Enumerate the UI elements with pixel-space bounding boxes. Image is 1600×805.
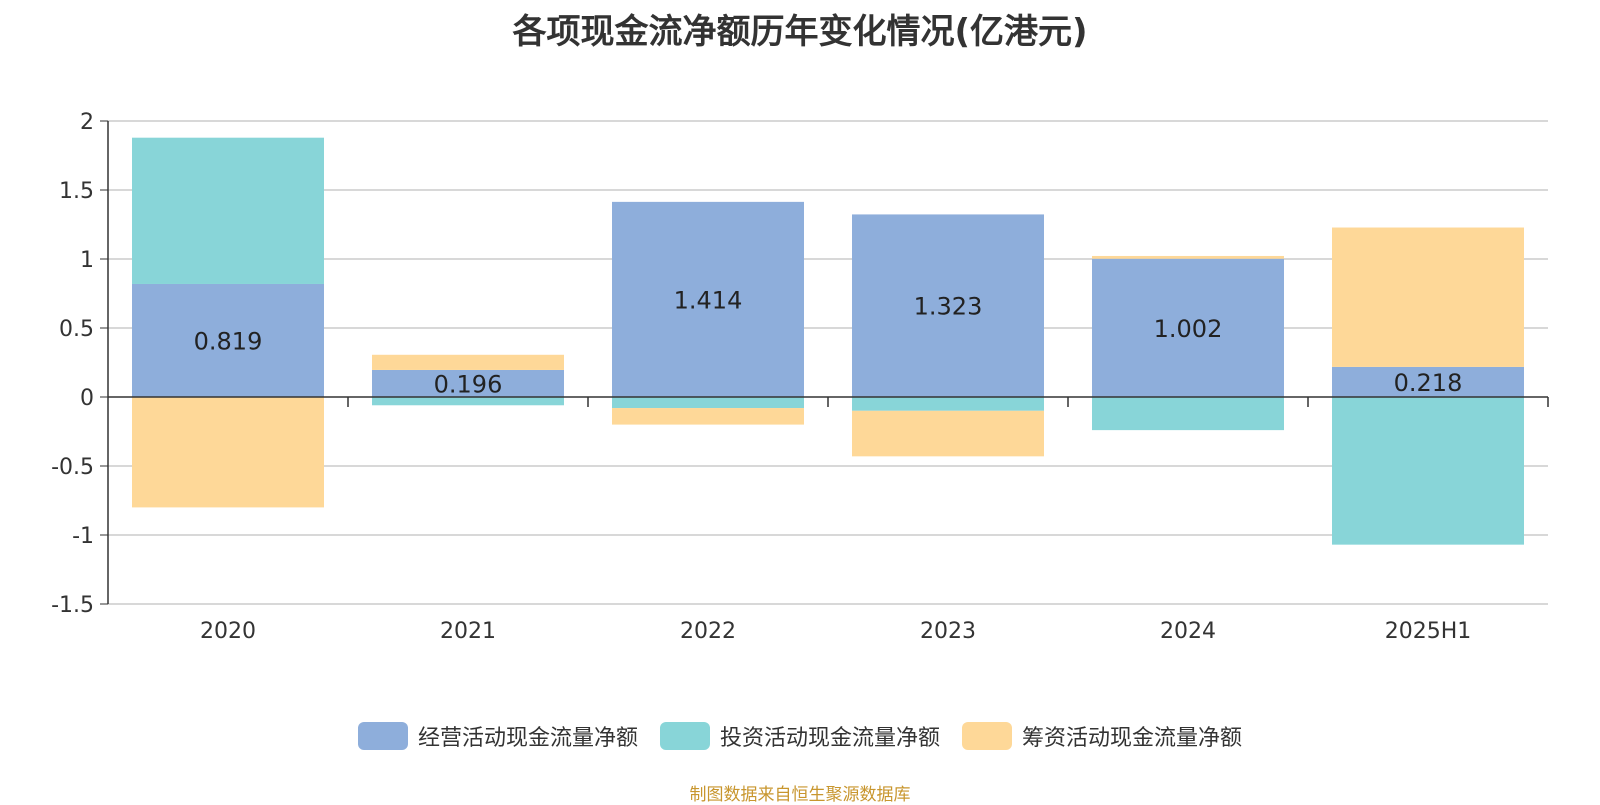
bar-2023-series-2 — [852, 410, 1044, 457]
legend-item-financing[interactable]: 筹资活动现金流量净额 — [962, 720, 1242, 752]
legend-swatch-financing — [962, 722, 1012, 750]
legend-swatch-operating — [357, 722, 408, 750]
grid-lines — [108, 120, 1548, 605]
x-tick-label-2021: 2021 — [440, 619, 496, 644]
y-tick-label: 0.5 — [59, 317, 94, 342]
source-note: 制图数据来自恒生聚源数据库 — [689, 785, 911, 805]
bar-2023-series-1 — [852, 397, 1044, 411]
bars — [132, 137, 1524, 545]
bar-2025H1-series-1 — [1332, 397, 1524, 545]
bar-2025H1-series-2 — [1332, 227, 1524, 367]
y-tick-label: -1 — [72, 524, 94, 549]
y-tick-label: 2 — [80, 110, 94, 135]
x-tick-label-2020: 2020 — [200, 619, 256, 644]
legend-item-investing[interactable]: 投资活动现金流量净额 — [659, 720, 940, 752]
bar-2022-series-0 — [612, 201, 804, 397]
bar-2024-series-1 — [1092, 397, 1284, 431]
legend-label-investing: 投资活动现金流量净额 — [719, 726, 940, 751]
bar-2024-series-2 — [1092, 255, 1284, 259]
bar-2021-series-1 — [372, 397, 564, 406]
bar-2020-series-1 — [132, 137, 324, 284]
data-label-2022: 1.414 — [674, 286, 743, 314]
data-label-2023: 1.323 — [914, 293, 983, 321]
bar-2020-series-0 — [132, 283, 324, 397]
data-label-2024: 1.002 — [1154, 315, 1223, 343]
data-label-2021: 0.196 — [434, 370, 503, 398]
bar-2022-series-1 — [612, 397, 804, 409]
bar-2024-series-0 — [1092, 258, 1284, 397]
bar-2021-series-2 — [372, 354, 564, 370]
legend-swatch-investing — [659, 722, 710, 750]
bar-2021-series-0 — [372, 369, 564, 397]
bar-2022-series-2 — [612, 408, 804, 425]
legend-item-operating[interactable]: 经营活动现金流量净额 — [357, 720, 638, 752]
bar-chart: 2 1.5 1 0.5 0 -0.5 -1 -1.5 2020 2021 2022 2023 2024 2… — [51, 110, 1549, 644]
x-tick-label-2023: 2023 — [920, 619, 976, 644]
x-tick-label-2025H1: 2025H1 — [1385, 619, 1472, 644]
y-tick-label: -0.5 — [51, 455, 94, 480]
legend-label-operating: 经营活动现金流量净额 — [417, 726, 638, 751]
data-label-2025H1: 0.218 — [1394, 369, 1463, 397]
y-tick-label: -1.5 — [51, 593, 94, 618]
y-tick-label: 1 — [80, 248, 94, 273]
legend-label-financing: 筹资活动现金流量净额 — [1022, 726, 1243, 751]
y-tick-label: 0 — [80, 386, 94, 411]
legend: 经营活动现金流量净额 投资活动现金流量净额 筹资活动现金流量净额 — [0, 720, 1600, 752]
data-label-2020: 0.819 — [194, 327, 263, 355]
y-tick-label: 1.5 — [59, 179, 94, 204]
x-tick-label-2022: 2022 — [680, 619, 736, 644]
bar-2020-series-2 — [132, 397, 324, 508]
chart-title: 各项现金流净额历年变化情况(亿港元) — [512, 12, 1088, 52]
bar-2025H1-series-0 — [1332, 366, 1524, 397]
bar-2023-series-0 — [852, 214, 1044, 397]
data-labels: 0.819 0.196 1.414 1.323 1.002 0.218 — [194, 286, 1463, 398]
x-tick-label-2024: 2024 — [1160, 619, 1216, 644]
axes: 2 1.5 1 0.5 0 -0.5 -1 -1.5 2020 2021 2022 2023 2024 2… — [51, 110, 1549, 644]
